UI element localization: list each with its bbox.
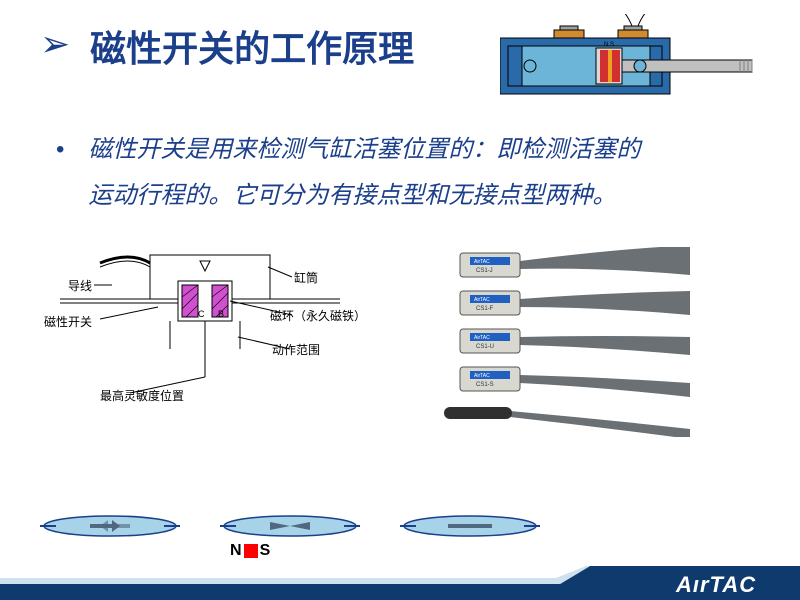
sensor-product-photo: AirTAC CS1-J AirTAC CS1-F AirTAC CS1-U	[400, 237, 690, 437]
svg-text:CS1-F: CS1-F	[476, 306, 494, 312]
label-range: 动作范围	[272, 341, 320, 358]
ns-color-box	[244, 544, 258, 558]
s-label: S	[260, 542, 271, 560]
body-bullet-icon: •	[56, 128, 64, 219]
reed-capsule-1	[40, 514, 180, 538]
ns-polarity-label: N S	[230, 542, 270, 560]
svg-text:B: B	[218, 309, 224, 319]
svg-text:N S: N S	[604, 42, 614, 48]
svg-text:C: C	[198, 309, 205, 319]
svg-text:AirTAC: AirTAC	[474, 373, 490, 379]
svg-text:AirTAC: AirTAC	[474, 335, 490, 341]
svg-text:AirTAC: AirTAC	[474, 297, 490, 303]
footer-bar: AırTAC	[0, 566, 800, 600]
footer-logo: AırTAC	[675, 572, 756, 597]
label-sensitive: 最高灵敏度位置	[100, 387, 184, 404]
slide-title: 磁性开关的工作原理	[90, 20, 414, 72]
body-paragraph: 磁性开关是用来检测气缸活塞位置的：即检测活塞的运动行程的。它可分为有接点型和无接…	[88, 128, 648, 219]
label-ring: 磁环（永久磁铁）	[270, 307, 366, 324]
label-barrel: 缸筒	[294, 269, 318, 286]
svg-text:CS1-J: CS1-J	[476, 268, 493, 274]
title-arrow-icon: ➢	[40, 26, 70, 62]
magnetic-switch-schematic: C B 导线 磁性开关 缸筒 磁环（永久磁铁） 动作范围 最高灵敏度位置	[40, 237, 360, 417]
reed-capsules-row	[40, 514, 540, 538]
reed-capsule-3	[400, 514, 540, 538]
label-lead: 导线	[68, 277, 92, 294]
svg-text:CS1-S: CS1-S	[476, 382, 494, 388]
n-label: N	[230, 542, 242, 560]
label-switch: 磁性开关	[44, 313, 92, 330]
svg-text:CS1-U: CS1-U	[476, 344, 494, 350]
svg-text:AirTAC: AirTAC	[474, 259, 490, 265]
reed-capsule-2	[220, 514, 360, 538]
cylinder-cross-section-diagram: N S	[500, 14, 760, 104]
